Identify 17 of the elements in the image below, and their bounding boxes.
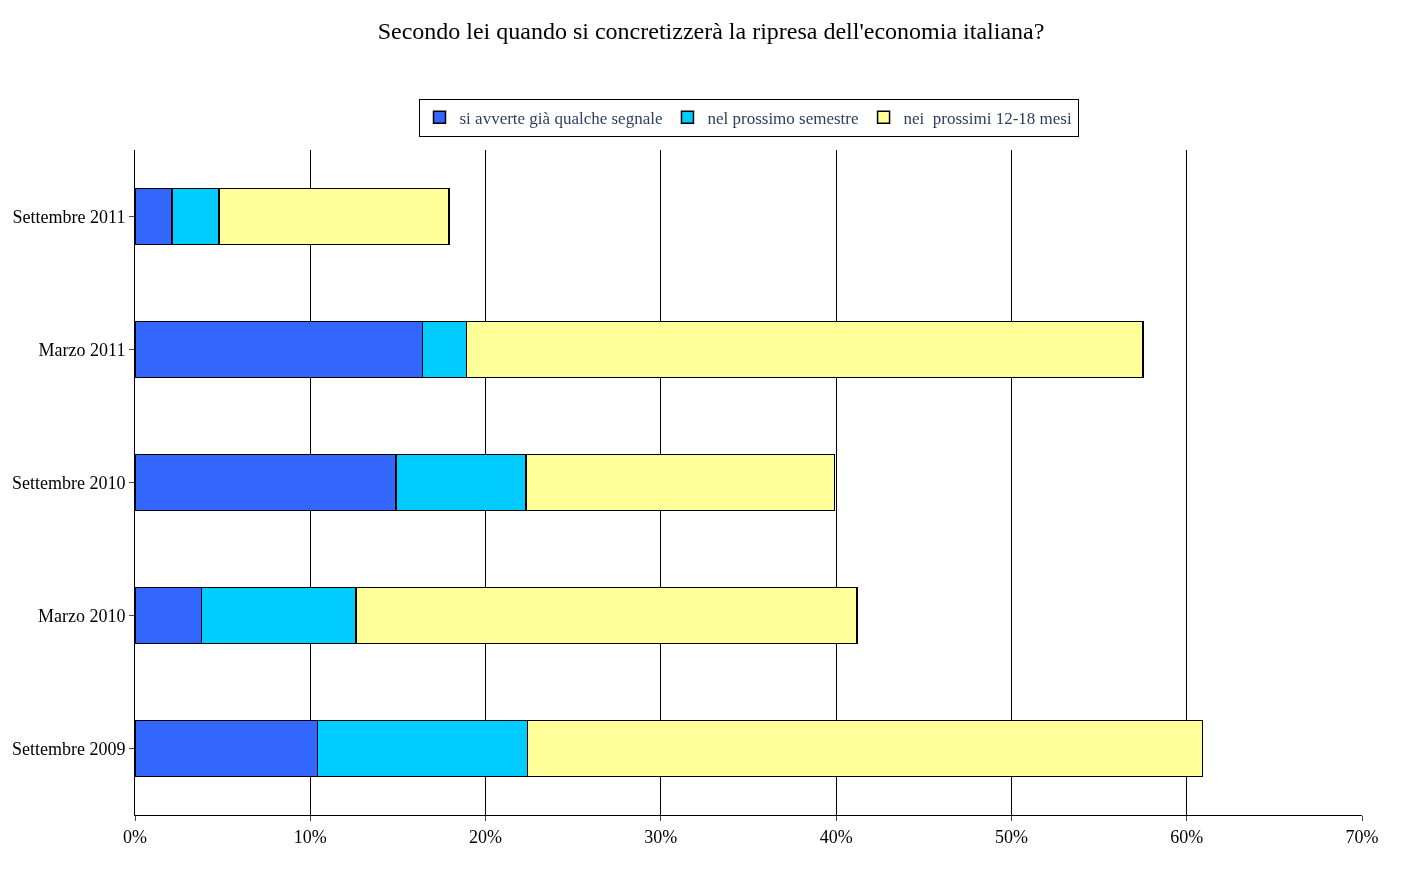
y-tick-label: Settembre 2010 — [11, 472, 126, 493]
legend-label: nel prossimo semestre — [707, 108, 859, 128]
x-tick-label: 40% — [819, 826, 853, 847]
x-tick-label: 70% — [1345, 826, 1379, 847]
chart-title: Secondo lei quando si concretizzerà la ripresa dell'economia italiana? — [377, 17, 1045, 44]
x-tick-label: 30% — [644, 826, 678, 847]
y-tick-label: Marzo 2010 — [37, 605, 126, 626]
legend-label: nei prossimi 12-18 mesi — [903, 108, 1072, 128]
x-tick-label: 50% — [994, 826, 1028, 847]
y-tick-label: Marzo 2011 — [38, 339, 126, 360]
y-tick-label: Settembre 2011 — [12, 206, 126, 227]
x-tick-label: 0% — [123, 826, 147, 847]
legend-label: si avverte già qualche segnale — [459, 108, 663, 128]
x-tick-label: 10% — [293, 826, 327, 847]
x-tick-label: 20% — [469, 826, 503, 847]
x-tick-label: 60% — [1170, 826, 1204, 847]
y-tick-label: Settembre 2009 — [11, 738, 126, 759]
